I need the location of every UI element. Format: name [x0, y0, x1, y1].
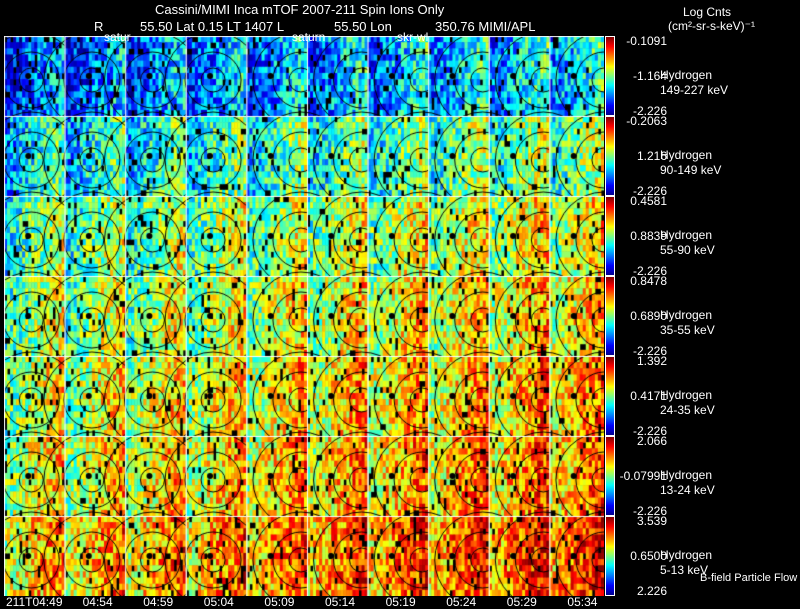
colorbar-max: 1.392 — [636, 354, 667, 368]
colorbar-max: 2.066 — [636, 434, 667, 448]
time-label: 05:24 — [446, 595, 477, 609]
colorbar-min: -2.226 — [632, 344, 667, 358]
time-label: 211T04:49 — [6, 595, 63, 609]
colorbar — [605, 116, 615, 196]
lon-value: 350.76 MIMI/APL — [435, 19, 536, 34]
colorbar — [605, 36, 615, 116]
species-label: Hydrogen 35-55 keV — [660, 308, 715, 337]
species-label: Hydrogen 5-13 keV — [660, 548, 713, 577]
colorbar-max: -0.1091 — [626, 34, 667, 48]
colorbar-min: -2.226 — [632, 504, 667, 518]
saturn-marker: satur — [104, 30, 131, 44]
colorbar-min: -2.226 — [632, 424, 667, 438]
colorbar-min: -2.226 — [632, 264, 667, 278]
species-label: Hydrogen 90-149 keV — [660, 148, 722, 177]
units-line2: (cm²-sr-s-keV)⁻¹ — [668, 19, 755, 33]
time-label: 05:29 — [506, 595, 537, 609]
colorbar-max: 3.539 — [636, 514, 667, 528]
saturn-marker-2: saturn — [292, 30, 326, 44]
colorbar-mid: -0.07991 — [619, 469, 667, 483]
colorbar-min: -2.226 — [632, 104, 667, 118]
skr-marker: skr-wl — [397, 30, 429, 44]
colorbar-min: -2.226 — [632, 184, 667, 198]
species-label: Hydrogen 13-24 keV — [660, 468, 715, 497]
time-label: 05:34 — [567, 595, 598, 609]
heatmap-grid — [4, 36, 604, 596]
time-label: 05:09 — [264, 595, 295, 609]
colorbar — [605, 436, 615, 516]
species-label: Hydrogen 24-35 keV — [660, 388, 715, 417]
colorbar — [605, 276, 615, 356]
species-label: Hydrogen 55-90 keV — [660, 228, 715, 257]
colorbar-max: -0.2063 — [626, 114, 667, 128]
time-label: 05:19 — [385, 595, 416, 609]
colorbar-max: 0.8478 — [630, 274, 667, 288]
colorbar-mid: 0.6500 — [630, 549, 667, 563]
colorbar-max: 0.4581 — [630, 194, 667, 208]
r-label: R — [94, 19, 104, 34]
colorbar-mid: 0.8839 — [630, 229, 667, 243]
plot-title: Cassini/MIMI Inca mTOF 2007-211 Spin Ion… — [155, 2, 445, 17]
colorbar-mid: 0.4171 — [630, 389, 667, 403]
colorbar-mid: 1.216 — [636, 149, 667, 163]
units-line1: Log Cnts — [683, 5, 732, 19]
colorbar-mid: 0.6890 — [630, 309, 667, 323]
species-label: Hydrogen 149-227 keV — [660, 68, 729, 97]
time-label: 04:54 — [82, 595, 113, 609]
time-label: 05:14 — [325, 595, 356, 609]
b-field-note: B-field Particle Flow — [700, 572, 798, 584]
colorbar-min: 2.226 — [636, 584, 667, 598]
time-label: 05:04 — [203, 595, 234, 609]
colorbar — [605, 196, 615, 276]
colorbar-mid: -1.164 — [632, 69, 667, 83]
colorbar — [605, 356, 615, 436]
colorbar — [605, 516, 615, 596]
time-label: 04:59 — [143, 595, 174, 609]
lon-label: 55.50 Lon — [334, 19, 392, 34]
lat-label: 55.50 Lat 0.15 LT 1407 L — [140, 19, 285, 34]
